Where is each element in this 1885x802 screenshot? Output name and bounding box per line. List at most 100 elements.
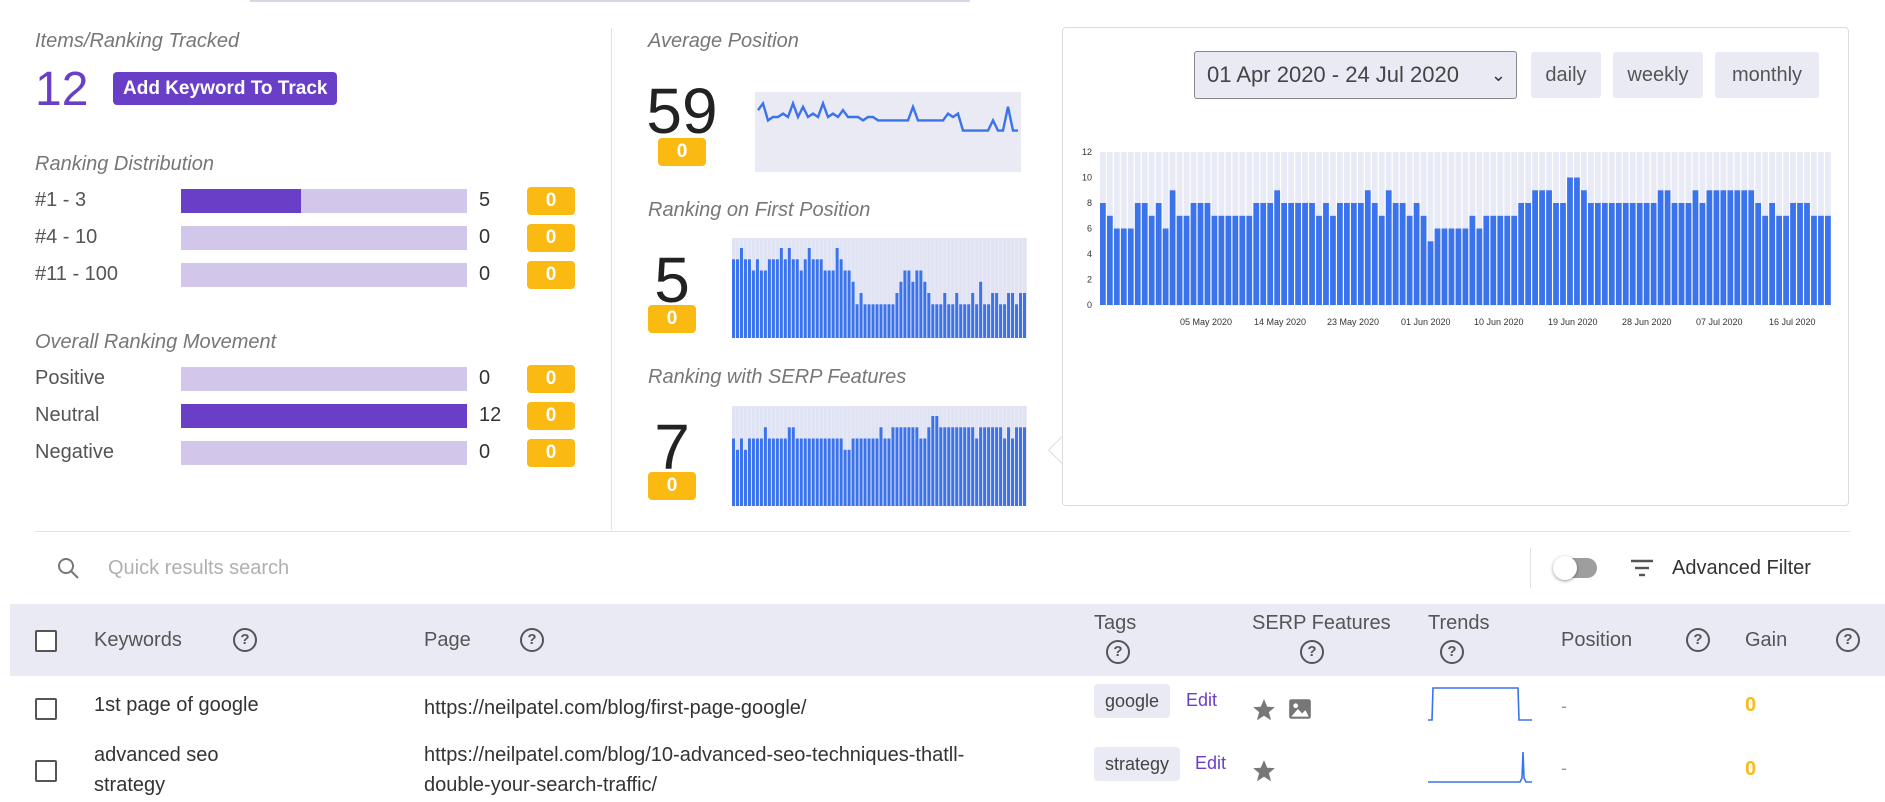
results-toggle[interactable] [1553, 556, 1597, 580]
chart-bar [1413, 203, 1420, 305]
first-position-bg [887, 238, 891, 338]
serp-features-bar [767, 438, 771, 506]
first-position-bg [975, 238, 979, 338]
first-position-bar [831, 270, 835, 338]
serp-features-bar [859, 438, 863, 506]
page-url-cell[interactable]: https://neilpatel.com/blog/first-page-go… [424, 697, 807, 719]
serp-features-bar [1015, 427, 1019, 506]
first-position-bar [879, 304, 883, 338]
serp-features-bar [732, 438, 735, 506]
first-position-bar [951, 304, 955, 338]
position-help-icon[interactable]: ? [1686, 628, 1710, 652]
serp-features-bar [967, 427, 971, 506]
serp-features-bar [763, 427, 767, 506]
page-url-cell-line2[interactable]: double-your-search-traffic/ [424, 774, 658, 796]
period-weekly-button[interactable]: weekly [1613, 52, 1703, 98]
serp-features-bar [879, 427, 883, 506]
chart-bar [1769, 203, 1776, 305]
first-position-bg [991, 238, 995, 338]
chart-bar [1330, 215, 1336, 306]
distribution-gain-badge: 0 [527, 224, 575, 252]
serp-features-bar [871, 438, 875, 506]
distribution-bar-track [181, 226, 467, 250]
first-position-bar [843, 270, 847, 338]
chart-bar [1546, 190, 1552, 306]
movement-gain-badge: 0 [527, 439, 575, 467]
x-tick-label: 28 Jun 2020 [1622, 317, 1672, 327]
keywords-help-icon[interactable]: ? [233, 628, 257, 652]
first-position-bar [735, 259, 739, 338]
edit-tags-link[interactable]: Edit [1186, 690, 1218, 710]
section-divider [35, 531, 1850, 532]
first-position-bar [815, 259, 819, 338]
chart-bar [1134, 203, 1141, 305]
header-tags[interactable]: Tags [1094, 612, 1137, 634]
first-position-bar [751, 270, 755, 338]
filter-icon[interactable] [1630, 558, 1654, 578]
x-tick-label: 07 Jul 2020 [1696, 317, 1743, 327]
quick-search-input[interactable] [108, 553, 1008, 583]
distribution-row: #11 - 100 0 0 [35, 260, 595, 290]
chart-bar [1734, 190, 1741, 306]
toggle-knob [1553, 556, 1577, 580]
header-trends[interactable]: Trends [1428, 612, 1490, 634]
first-position-bar [839, 259, 843, 338]
search-separator [1530, 548, 1531, 588]
period-daily-button[interactable]: daily [1531, 52, 1601, 98]
tag-chip: google [1094, 684, 1171, 718]
first-position-bar [795, 259, 799, 338]
serp-features-bar [975, 438, 979, 506]
first-position-bar [943, 293, 947, 338]
chart-bar [1127, 228, 1134, 305]
serp-features-bar [823, 438, 827, 506]
select-all-checkbox[interactable] [35, 630, 57, 652]
movement-label: Overall Ranking Movement [35, 331, 277, 353]
first-position-label: Ranking on First Position [648, 199, 871, 221]
x-tick-label: 19 Jun 2020 [1548, 317, 1598, 327]
serp-features-bar [843, 449, 847, 506]
tags-help-icon[interactable]: ? [1106, 640, 1130, 664]
date-range-select[interactable]: 01 Apr 2020 - 24 Jul 2020 ⌄ [1194, 51, 1517, 99]
chart-bar [1295, 203, 1301, 305]
first-position-bar [987, 304, 991, 338]
header-position[interactable]: Position [1561, 629, 1633, 651]
first-position-bar [739, 248, 743, 338]
chart-bar [1490, 215, 1497, 306]
header-serp-features[interactable]: SERP Features [1252, 612, 1391, 634]
header-keywords[interactable]: Keywords [94, 629, 182, 651]
first-position-bg [863, 238, 867, 338]
first-position-bar [923, 281, 927, 338]
serp-features-bar [783, 438, 787, 506]
first-position-bar [855, 304, 859, 338]
page-help-icon[interactable]: ? [520, 628, 544, 652]
row-checkbox[interactable] [35, 698, 57, 720]
serp-features-bar [971, 427, 975, 506]
serp-features-bar [747, 438, 751, 506]
first-position-bar [1003, 304, 1007, 338]
first-position-bg [895, 238, 899, 338]
chart-bar [1581, 190, 1587, 306]
header-gain[interactable]: Gain [1745, 629, 1788, 651]
position-cell: - [1561, 758, 1567, 778]
trends-help-icon[interactable]: ? [1440, 640, 1464, 664]
row-checkbox[interactable] [35, 760, 57, 782]
first-position-bar [799, 270, 803, 338]
page-url-cell[interactable]: https://neilpatel.com/blog/10-advanced-s… [424, 744, 965, 766]
serp-help-icon[interactable]: ? [1300, 640, 1324, 664]
chart-bar [1169, 190, 1176, 306]
advanced-filter-button[interactable]: Advanced Filter [1672, 557, 1811, 579]
gain-help-icon[interactable]: ? [1836, 628, 1860, 652]
header-page[interactable]: Page [424, 629, 471, 651]
serp-features-bar [855, 438, 859, 506]
movement-gain-badge: 0 [527, 402, 575, 430]
x-tick-label: 10 Jun 2020 [1474, 317, 1524, 327]
add-keyword-button[interactable]: Add Keyword To Track [113, 72, 338, 105]
serp-features-bar [815, 438, 819, 506]
edit-tags-link[interactable]: Edit [1195, 753, 1227, 773]
chart-bar [1699, 203, 1706, 305]
period-monthly-button[interactable]: monthly [1715, 52, 1819, 98]
serp-features-bar [847, 449, 851, 506]
serp-features-bar [887, 438, 891, 506]
serp-features-bar [1023, 427, 1026, 506]
gain-cell: 0 [1745, 758, 1757, 780]
